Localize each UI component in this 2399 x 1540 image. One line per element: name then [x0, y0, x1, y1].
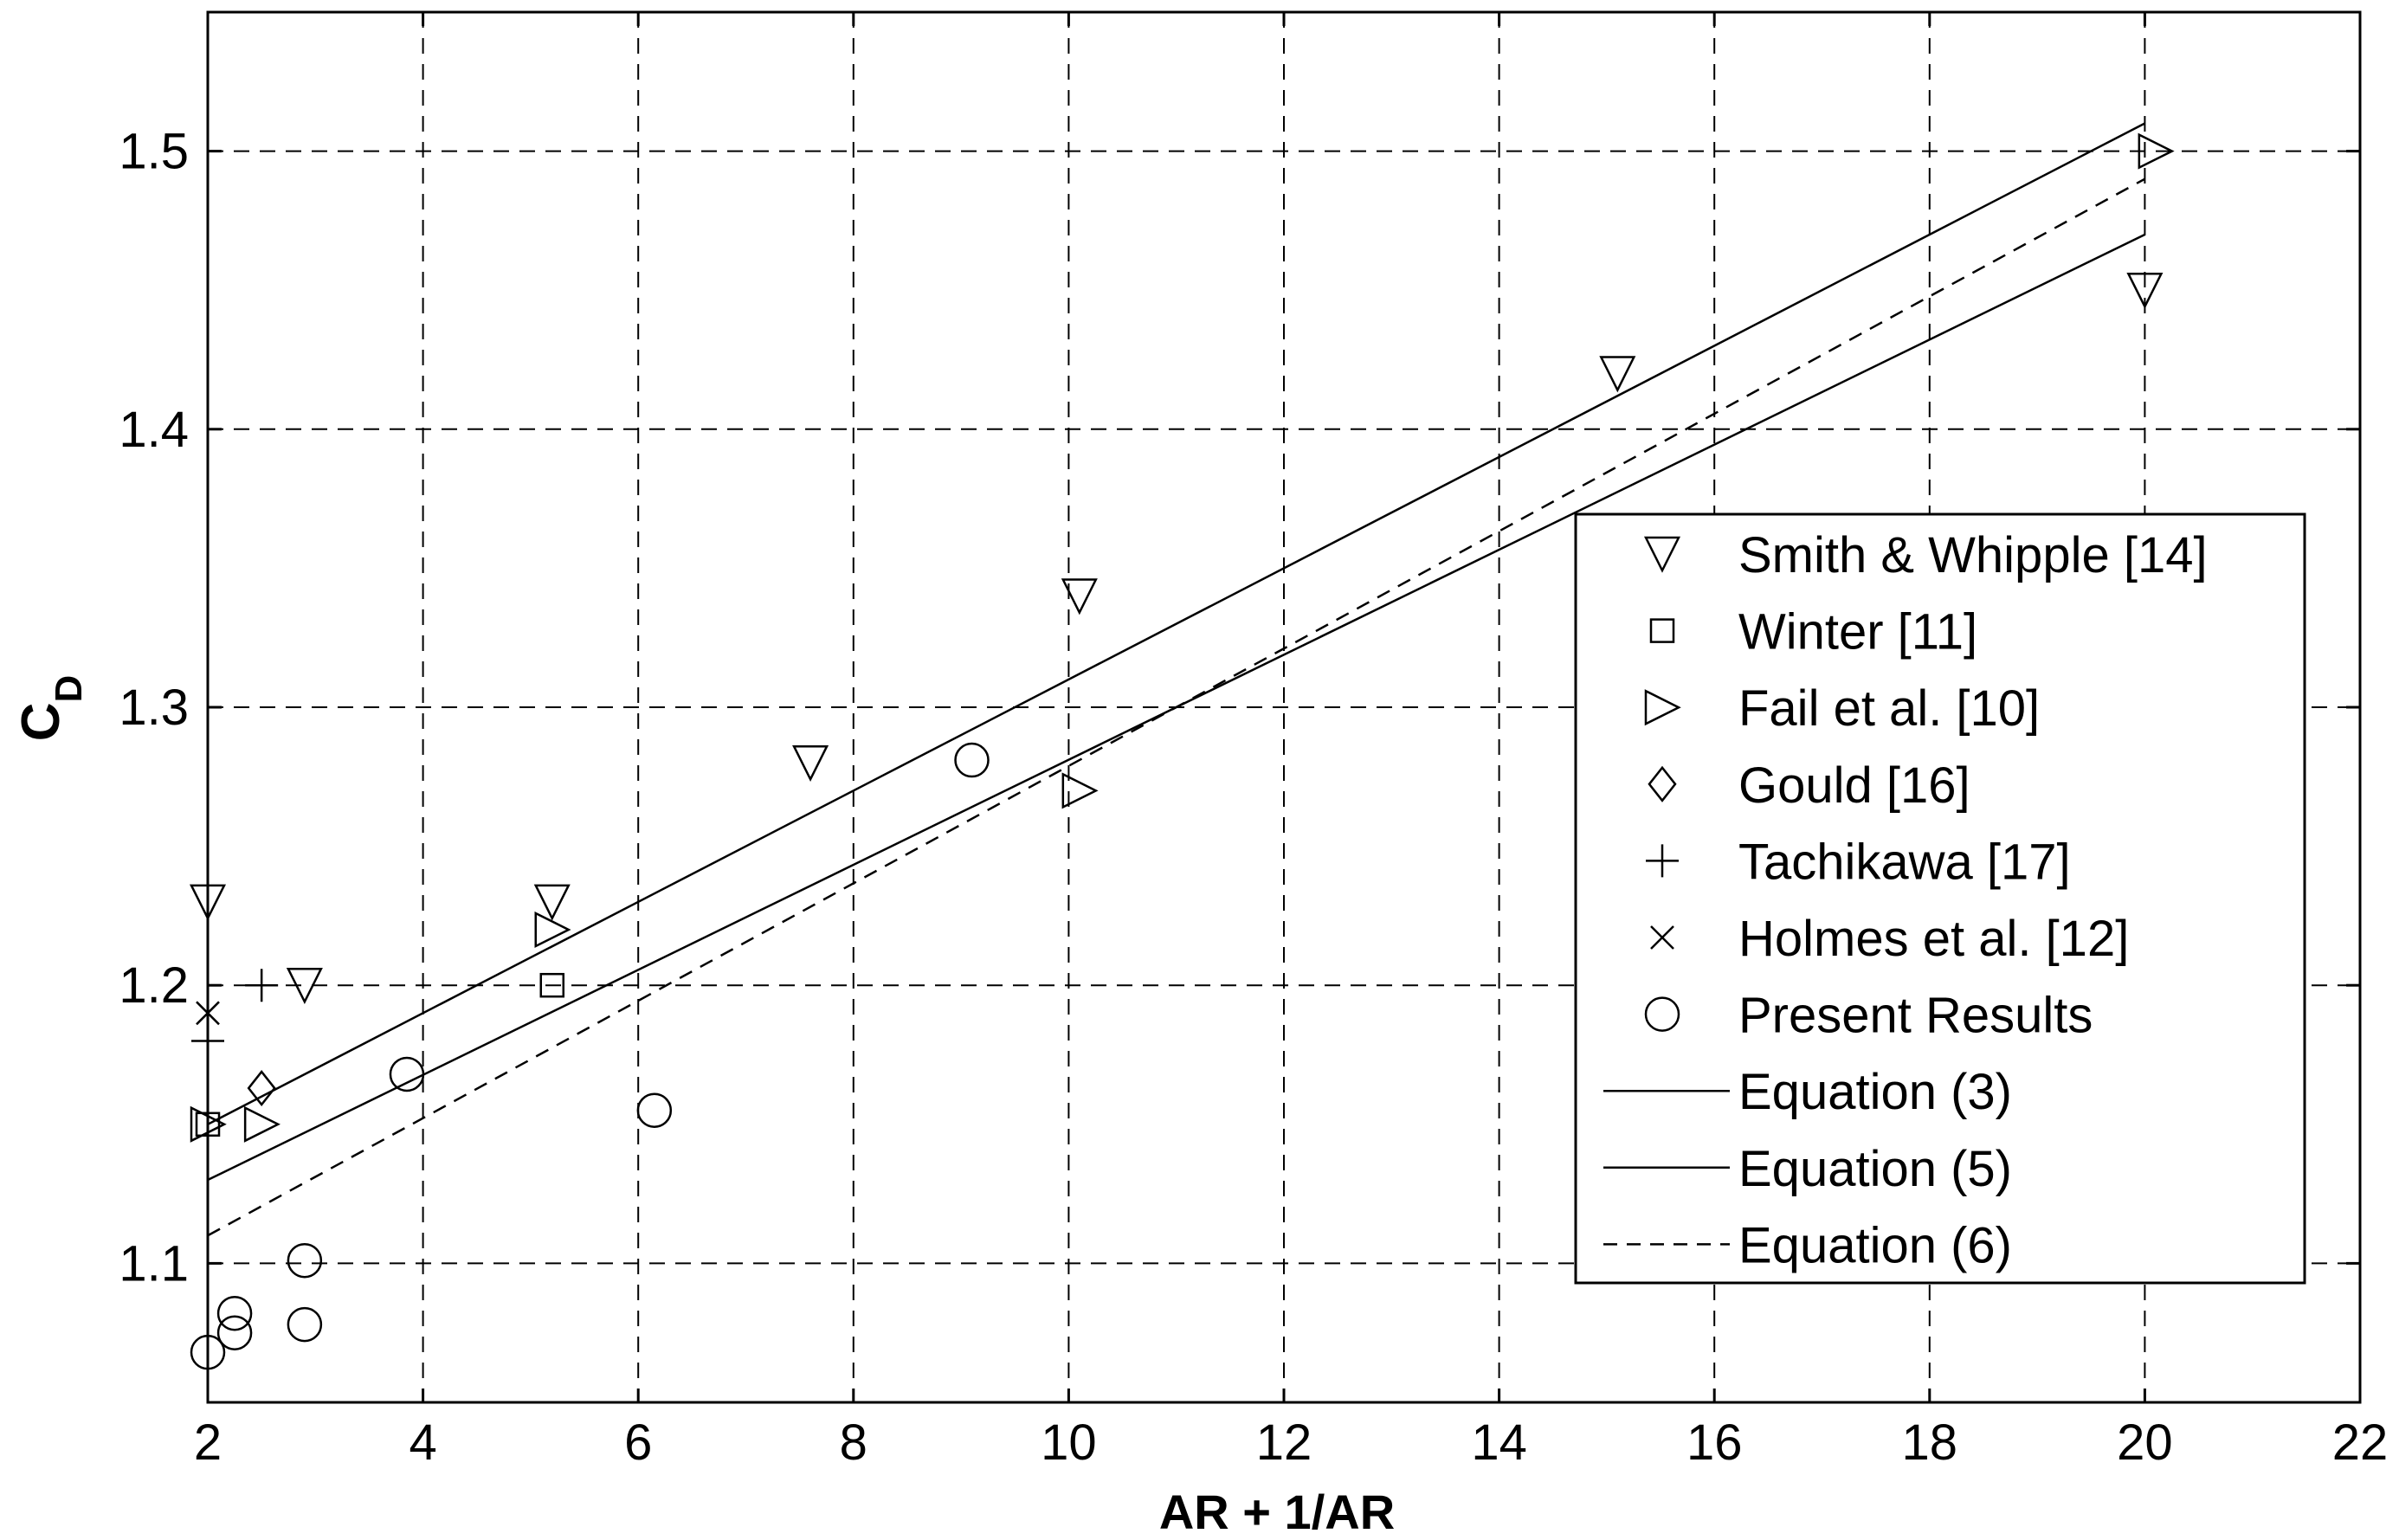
legend-entry-label: Fail et al. [10]	[1738, 680, 2040, 737]
legend-entry-label: Gould [16]	[1738, 757, 1970, 814]
legend-marker	[1643, 536, 1681, 573]
data-point	[1061, 772, 1099, 809]
equation-lines	[207, 122, 2145, 1237]
data-point	[287, 1306, 323, 1343]
data-point	[216, 1315, 253, 1350]
series-line	[207, 122, 2145, 1125]
data-point	[286, 967, 323, 1004]
data-point	[247, 1070, 276, 1107]
x-tick-label: 6	[624, 1414, 652, 1471]
y-tick-label: 1.4	[119, 402, 189, 458]
x-tick-label: 18	[1902, 1414, 1958, 1471]
legend-marker	[1644, 996, 1680, 1032]
y-axis-title-subscript: D	[48, 675, 90, 703]
x-tick-label: 20	[2117, 1414, 2173, 1471]
legend-entry-label: Smith & Whipple [14]	[1738, 527, 2208, 583]
data-point	[216, 1295, 253, 1331]
x-tick-label: 22	[2332, 1414, 2389, 1471]
data-point	[534, 911, 571, 948]
y-axis-title-main: C	[11, 703, 71, 742]
legend-box	[1574, 512, 2306, 1285]
legend-entry-label: Equation (6)	[1738, 1217, 2012, 1273]
x-tick-label: 12	[1256, 1414, 1312, 1471]
y-axis-title: CD	[11, 675, 90, 742]
y-tick-label: 1.1	[119, 1235, 189, 1292]
x-tick-label: 16	[1686, 1414, 1743, 1471]
x-axis-title: AR + 1/AR	[1159, 1485, 1395, 1539]
data-point	[539, 972, 565, 998]
y-tick-label: 1.3	[119, 680, 189, 736]
data-point	[389, 1056, 425, 1092]
x-tick-label: 2	[194, 1414, 222, 1471]
data-point	[954, 742, 990, 778]
axis-ticks: 2 4 6 8 10 12 14 16 18 20 22 1.1 1.2 1.3 1.4 1.5	[119, 12, 2388, 1471]
legend-marker	[1646, 844, 1679, 878]
y-tick-label: 1.2	[119, 957, 189, 1014]
series-line	[207, 177, 2145, 1237]
data-point	[636, 1092, 673, 1128]
legend-entry-label: Equation (5)	[1738, 1141, 2012, 1197]
legend-entry-label: Tachikawa [17]	[1738, 834, 2071, 890]
data-point	[533, 884, 571, 921]
legend-entry-label: Holmes et al. [12]	[1738, 911, 2129, 967]
legend-entry-label: Equation (3)	[1738, 1064, 2012, 1120]
x-tick-label: 10	[1041, 1414, 1097, 1471]
legend-entry-label: Present Results	[1738, 988, 2093, 1044]
legend-entry-label: Winter [11]	[1738, 604, 1977, 660]
legend: Smith & Whipple [14] Winter [11] Fail et a…	[1574, 512, 2306, 1285]
x-tick-label: 14	[1471, 1414, 1527, 1471]
x-tick-label: 4	[409, 1414, 436, 1471]
y-tick-label: 1.5	[119, 124, 189, 180]
data-point	[792, 744, 829, 783]
x-tick-label: 8	[840, 1414, 867, 1471]
data-point	[2138, 132, 2175, 170]
data-point	[245, 969, 279, 1002]
data-point	[1599, 356, 1636, 393]
legend-marker	[1650, 925, 1674, 950]
data-point	[287, 1242, 323, 1279]
data-point	[1061, 578, 1098, 615]
legend-marker	[1648, 765, 1677, 802]
data-point	[2126, 272, 2164, 309]
data-point	[243, 1105, 281, 1143]
legend-marker	[1644, 689, 1681, 726]
legend-marker	[1649, 618, 1675, 643]
